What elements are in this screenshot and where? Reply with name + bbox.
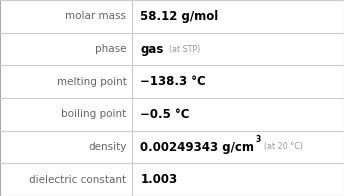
Text: molar mass: molar mass [65, 11, 127, 21]
Text: gas: gas [140, 43, 164, 55]
Text: (at 20 °C): (at 20 °C) [264, 142, 303, 152]
Text: −138.3 °C: −138.3 °C [140, 75, 206, 88]
Text: density: density [88, 142, 127, 152]
Text: 1.003: 1.003 [140, 173, 178, 186]
Text: phase: phase [95, 44, 127, 54]
Text: −0.5 °C: −0.5 °C [140, 108, 190, 121]
Text: 3: 3 [256, 135, 261, 144]
Text: (at STP): (at STP) [169, 44, 200, 54]
Text: 0.00249343 g/cm: 0.00249343 g/cm [140, 141, 255, 153]
Text: boiling point: boiling point [61, 109, 127, 119]
Text: dielectric constant: dielectric constant [29, 175, 127, 185]
Text: melting point: melting point [56, 77, 127, 87]
Text: 58.12 g/mol: 58.12 g/mol [140, 10, 219, 23]
